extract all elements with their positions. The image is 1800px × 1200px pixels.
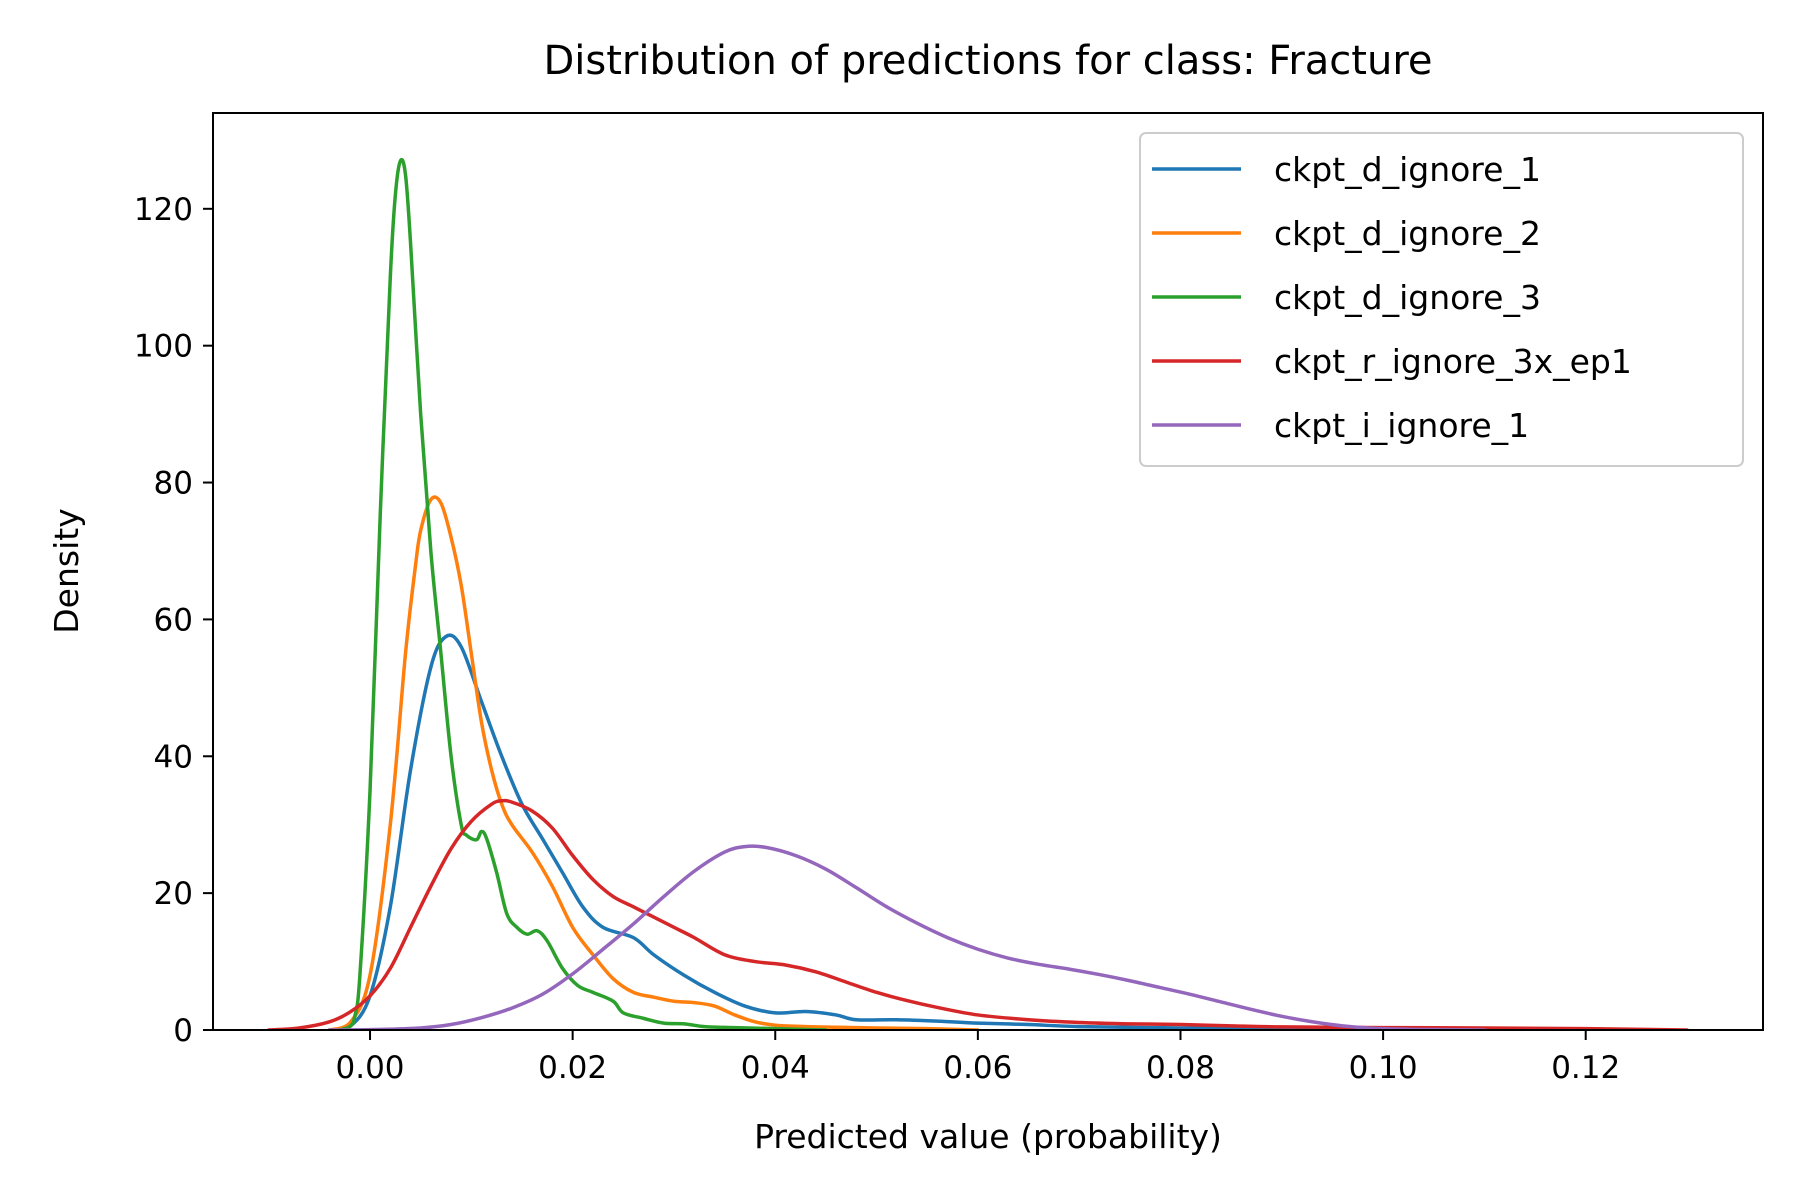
series-line-5 — [327, 844, 1487, 1030]
y-tick-label: 120 — [134, 192, 193, 228]
y-tick-label: 60 — [154, 602, 193, 638]
series-line-1 — [327, 633, 1487, 1030]
y-axis: 0 20 40 60 80 100 120 — [134, 192, 213, 1049]
x-tick-label: 0.02 — [538, 1050, 607, 1086]
x-tick-label: 0.06 — [943, 1050, 1012, 1086]
x-tick-label: 0.08 — [1146, 1050, 1215, 1086]
x-axis: 0.00 0.02 0.04 0.06 0.08 0.10 0.12 — [336, 1030, 1620, 1086]
legend-box — [1139, 132, 1744, 467]
x-axis-label: Predicted value (probability) — [754, 1117, 1222, 1156]
y-tick-label: 40 — [154, 739, 193, 775]
y-axis-label: Density — [47, 508, 86, 633]
y-tick-label: 0 — [173, 1013, 193, 1049]
x-tick-label: 0.12 — [1551, 1050, 1620, 1086]
y-tick-label: 100 — [134, 329, 193, 365]
series-line-2 — [327, 495, 980, 1030]
legend: ckpt_d_ignore_1 ckpt_d_ignore_2 ckpt_d_ign… — [1139, 132, 1744, 467]
series-line-4 — [266, 798, 1689, 1030]
legend-label-4: ckpt_r_ignore_3x_ep1 — [1274, 342, 1632, 381]
chart-title: Distribution of predictions for class: F… — [543, 38, 1432, 84]
legend-label-2: ckpt_d_ignore_2 — [1274, 214, 1541, 253]
plot-frame — [212, 112, 1764, 1031]
x-tick-label: 0.00 — [336, 1050, 405, 1086]
y-tick-label: 20 — [154, 876, 193, 912]
plot-lines — [266, 157, 1689, 1030]
legend-label-3: ckpt_d_ignore_3 — [1274, 278, 1541, 317]
x-tick-label: 0.04 — [741, 1050, 810, 1086]
series-line-3 — [337, 157, 828, 1030]
legend-label-5: ckpt_i_ignore_1 — [1274, 406, 1529, 445]
legend-label-1: ckpt_d_ignore_1 — [1274, 150, 1541, 189]
y-tick-label: 80 — [154, 466, 193, 502]
x-tick-label: 0.10 — [1349, 1050, 1418, 1086]
